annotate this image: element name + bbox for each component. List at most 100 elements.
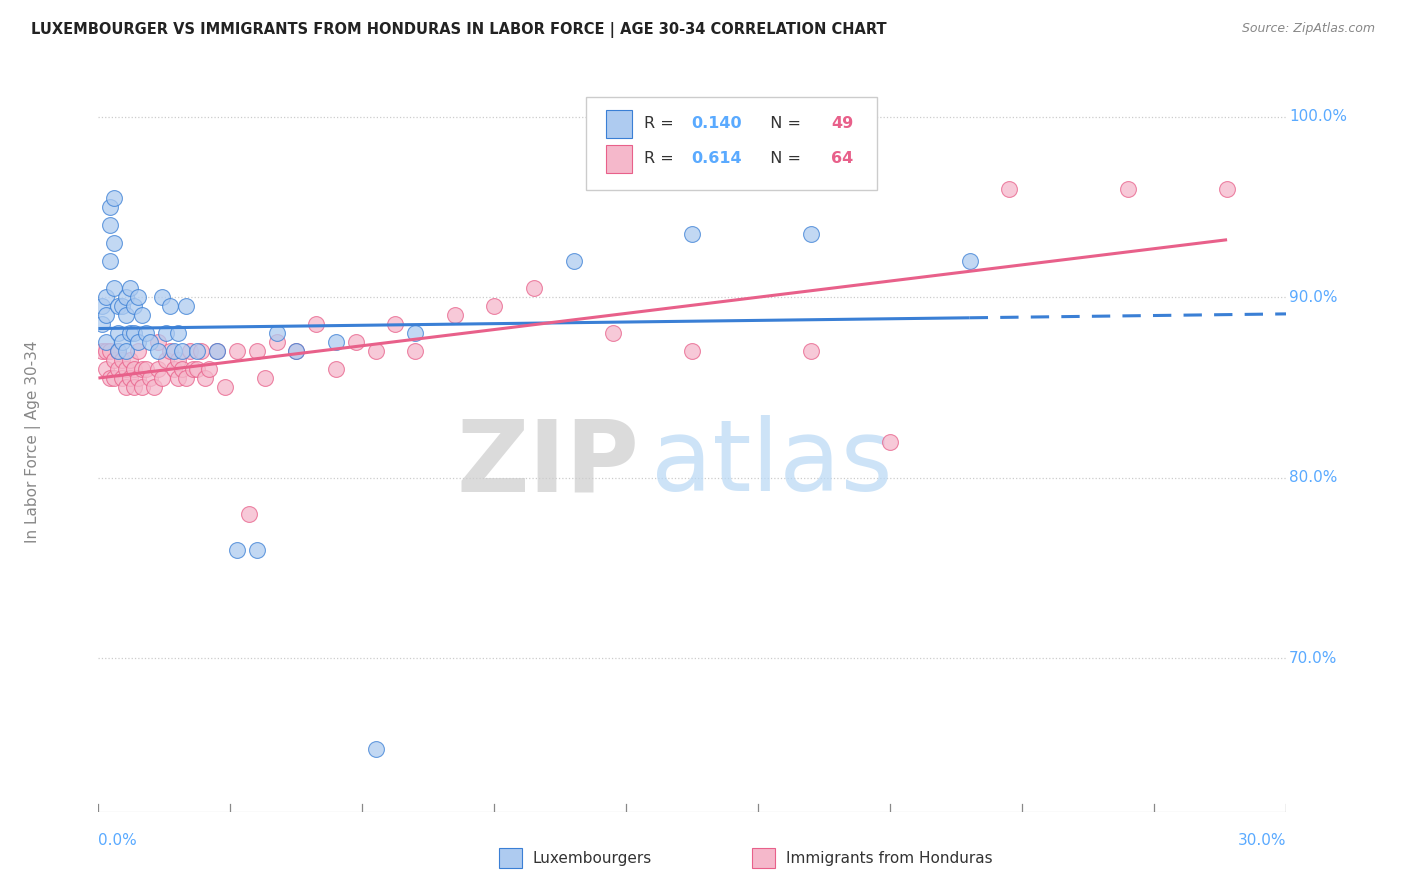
Point [120,371,142,385]
Point [127,335,149,350]
Point [115,290,138,304]
Point [194,371,217,385]
Point [404,326,426,341]
Point [602,326,624,341]
Point [246,542,269,557]
Point [98,344,121,359]
Point [163,362,186,376]
Point [681,227,703,241]
Point [205,344,228,359]
Point [344,335,367,350]
Point [96,290,118,304]
Point [183,362,205,376]
Point [998,182,1021,196]
Text: 0.0%: 0.0% [98,833,138,848]
Point [266,335,288,350]
Point [122,362,145,376]
Point [174,299,197,313]
Point [198,362,221,376]
Point [111,299,134,313]
Point [305,317,328,331]
Point [285,344,308,359]
Point [523,281,546,295]
Point [155,326,177,341]
Point [127,344,149,359]
Point [163,344,186,359]
Point [98,254,121,268]
Text: N =: N = [761,117,806,131]
Point [190,344,212,359]
Point [131,308,153,322]
Point [384,317,406,331]
Point [139,335,162,350]
Point [91,299,114,313]
Point [107,362,129,376]
Point [131,362,153,376]
Point [205,344,228,359]
Text: Immigrants from Honduras: Immigrants from Honduras [786,851,993,865]
Point [146,335,169,350]
Point [115,344,138,359]
Point [127,371,149,385]
Point [325,362,347,376]
Point [266,326,288,341]
Point [111,353,134,368]
Point [107,299,129,313]
Text: 80.0%: 80.0% [1289,470,1337,485]
Point [111,335,134,350]
Point [170,362,193,376]
Text: 90.0%: 90.0% [1289,290,1337,304]
Text: Luxembourgers: Luxembourgers [533,851,652,865]
Point [115,380,138,394]
Point [800,344,823,359]
Point [364,741,387,756]
Point [131,380,153,394]
Point [96,308,118,322]
Text: 100.0%: 100.0% [1289,109,1347,124]
Point [146,344,169,359]
Text: atlas: atlas [651,416,893,512]
Text: N =: N = [761,152,806,166]
Point [107,344,129,359]
Point [166,326,188,341]
Bar [606,145,631,173]
Point [214,380,236,394]
Point [135,362,157,376]
Text: R =: R = [644,117,679,131]
FancyBboxPatch shape [585,97,876,190]
Point [174,371,197,385]
Bar [752,848,775,868]
Point [98,371,121,385]
Text: 0.614: 0.614 [692,152,742,166]
Point [253,371,276,385]
Point [186,362,208,376]
Point [120,326,142,341]
Point [150,371,173,385]
Text: 0.140: 0.140 [692,117,742,131]
Point [170,344,193,359]
Point [139,371,162,385]
Point [122,326,145,341]
Point [562,254,585,268]
Point [246,344,269,359]
Point [1216,182,1239,196]
Point [96,362,118,376]
Point [135,326,157,341]
Point [98,218,121,232]
Point [179,344,201,359]
Point [364,344,387,359]
Text: 30.0%: 30.0% [1239,833,1286,848]
Point [959,254,981,268]
Point [159,344,181,359]
Text: In Labor Force | Age 30-34: In Labor Force | Age 30-34 [25,340,41,543]
Point [103,191,125,205]
Point [103,371,125,385]
Point [146,362,169,376]
Point [96,335,118,350]
Point [91,317,114,331]
Point [122,380,145,394]
Point [96,344,118,359]
Point [681,344,703,359]
Text: 64: 64 [831,152,853,166]
Text: 70.0%: 70.0% [1289,651,1337,665]
